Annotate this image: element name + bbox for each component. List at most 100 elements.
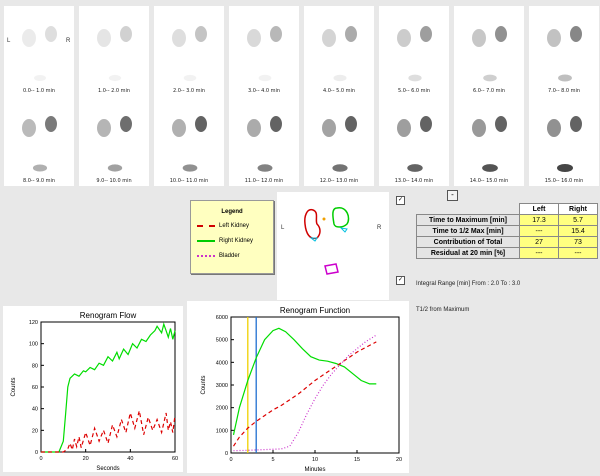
frame-caption: 9.0-- 10.0 min xyxy=(96,178,132,184)
roi-panel: L R xyxy=(277,192,389,300)
scan-image xyxy=(397,116,432,172)
renogram-flow-svg: Renogram Flow Seconds Counts 0 20 40 60 0 20 40 60… xyxy=(11,311,178,472)
integral-range-checkbox[interactable]: ✓ xyxy=(396,276,405,285)
plot-area xyxy=(40,321,176,453)
y-tick-label: 3000 xyxy=(216,383,228,389)
x-tick-label: 20 xyxy=(396,457,402,463)
legend-swatch-bladder xyxy=(197,255,215,257)
y-tick-label: 100 xyxy=(29,342,38,348)
stats-value-left: 27 xyxy=(519,236,559,248)
scan-image xyxy=(97,26,132,82)
roi-left-label: L xyxy=(281,225,285,231)
uptake-spot xyxy=(195,116,207,132)
y-tick-label: 20 xyxy=(32,428,38,434)
roi-bladder-outline xyxy=(324,263,339,275)
uptake-spot xyxy=(397,29,411,47)
series-line xyxy=(232,327,377,436)
y-tick-label: 0 xyxy=(225,451,228,457)
uptake-spot xyxy=(172,119,186,137)
scan-frame: 1.0-- 2.0 min xyxy=(79,6,149,96)
renogram-function-chart: Renogram Function Minutes Counts 0 5 10 15 20 0 1… xyxy=(187,301,409,473)
frame-caption: 5.0-- 6.0 min xyxy=(397,88,431,94)
table-row: Time to 1/2 Max [min] --- 15.4 xyxy=(416,225,598,237)
legend-swatch-left-kidney xyxy=(197,225,215,227)
legend-label: Left Kidney xyxy=(219,223,250,229)
uptake-spot xyxy=(257,164,273,172)
y-tick-label: 2000 xyxy=(216,406,228,412)
stats-header-row: Left Right xyxy=(417,203,598,215)
stats-header-empty xyxy=(417,204,520,215)
y-tick-label: 80 xyxy=(32,363,38,369)
legend-item-bladder: Bladder xyxy=(197,253,240,259)
uptake-spot xyxy=(322,29,336,47)
scan-frame: 13.0-- 14.0 min xyxy=(379,96,449,186)
uptake-spot xyxy=(45,26,57,42)
legend-box: Legend Left Kidney Right Kidney Bladder xyxy=(190,200,274,274)
scan-image xyxy=(472,116,507,172)
uptake-spot xyxy=(45,116,57,132)
roi-right-kidney-outline xyxy=(332,207,350,228)
scan-image xyxy=(247,26,282,82)
uptake-spot xyxy=(247,119,261,137)
x-tick-label: 5 xyxy=(271,457,274,463)
frame-caption: 1.0-- 2.0 min xyxy=(97,88,131,94)
roi-left-kidney-outline xyxy=(304,208,321,240)
frame-caption: 0.0-- 1.0 min xyxy=(22,88,56,94)
uptake-spot xyxy=(270,26,282,42)
uptake-spot xyxy=(108,74,122,82)
uptake-spot xyxy=(97,119,111,137)
show-stats-checkbox[interactable]: ✓ xyxy=(396,196,405,205)
collapse-button[interactable]: - xyxy=(447,190,458,201)
frame-caption: 14.0-- 15.0 min xyxy=(469,178,509,184)
legend-title: Legend xyxy=(221,209,243,215)
stats-value-right: 73 xyxy=(558,236,598,248)
frame-caption: 2.0-- 3.0 min xyxy=(172,88,206,94)
scan-frame: 5.0-- 6.0 min xyxy=(379,6,449,96)
stats-value-left: --- xyxy=(519,247,559,259)
scan-image xyxy=(547,116,582,172)
x-tick-label: 60 xyxy=(172,456,178,462)
uptake-spot xyxy=(34,75,46,81)
stats-value-right: --- xyxy=(558,247,598,259)
scan-frame: 8.0-- 9.0 min xyxy=(4,96,74,186)
y-tick-label: 60 xyxy=(32,385,38,391)
scan-frame: 15.0-- 16.0 min xyxy=(529,96,599,186)
y-tick-label: 4000 xyxy=(216,360,228,366)
stats-table: Left Right Time to Maximum [min] 17.3 5.… xyxy=(416,203,598,259)
uptake-spot xyxy=(482,164,498,172)
scan-frame: 6.0-- 7.0 min xyxy=(454,6,524,96)
uptake-spot xyxy=(495,116,507,132)
uptake-spot xyxy=(258,74,272,82)
scan-frame: 0.0-- 1.0 min xyxy=(4,6,74,96)
uptake-spot xyxy=(172,29,186,47)
scan-frame: 7.0-- 8.0 min xyxy=(529,6,599,96)
series-line xyxy=(41,410,176,453)
scan-image xyxy=(22,116,57,172)
scan-frame: 3.0-- 4.0 min xyxy=(229,6,299,96)
uptake-spot xyxy=(22,119,36,137)
scan-image xyxy=(247,116,282,172)
y-axis-label: Counts xyxy=(201,375,207,394)
uptake-spot xyxy=(570,116,582,132)
renogram-flow-chart: Renogram Flow Seconds Counts 0 20 40 60 0 20 40 60… xyxy=(3,306,183,472)
stats-value-left: --- xyxy=(519,225,559,237)
uptake-spot xyxy=(195,26,207,42)
uptake-spot xyxy=(345,26,357,42)
orientation-right-label: R xyxy=(66,38,71,44)
uptake-spot xyxy=(97,29,111,47)
uptake-spot xyxy=(547,29,561,47)
uptake-spot xyxy=(407,164,423,172)
uptake-spot xyxy=(322,119,336,137)
x-tick-label: 0 xyxy=(39,456,42,462)
uptake-spot xyxy=(420,26,432,42)
uptake-spot xyxy=(107,164,123,172)
table-row: Time to Maximum [min] 17.3 5.7 xyxy=(416,214,598,226)
scan-frame: 12.0-- 13.0 min xyxy=(304,96,374,186)
y-tick-label: 0 xyxy=(35,450,38,456)
roi-background-left xyxy=(309,237,318,242)
chart-title: Renogram Flow xyxy=(80,311,137,320)
stats-label: Residual at 20 min [%] xyxy=(416,247,520,259)
scan-frame: 4.0-- 5.0 min xyxy=(304,6,374,96)
uptake-spot xyxy=(472,29,486,47)
scan-image xyxy=(472,26,507,82)
